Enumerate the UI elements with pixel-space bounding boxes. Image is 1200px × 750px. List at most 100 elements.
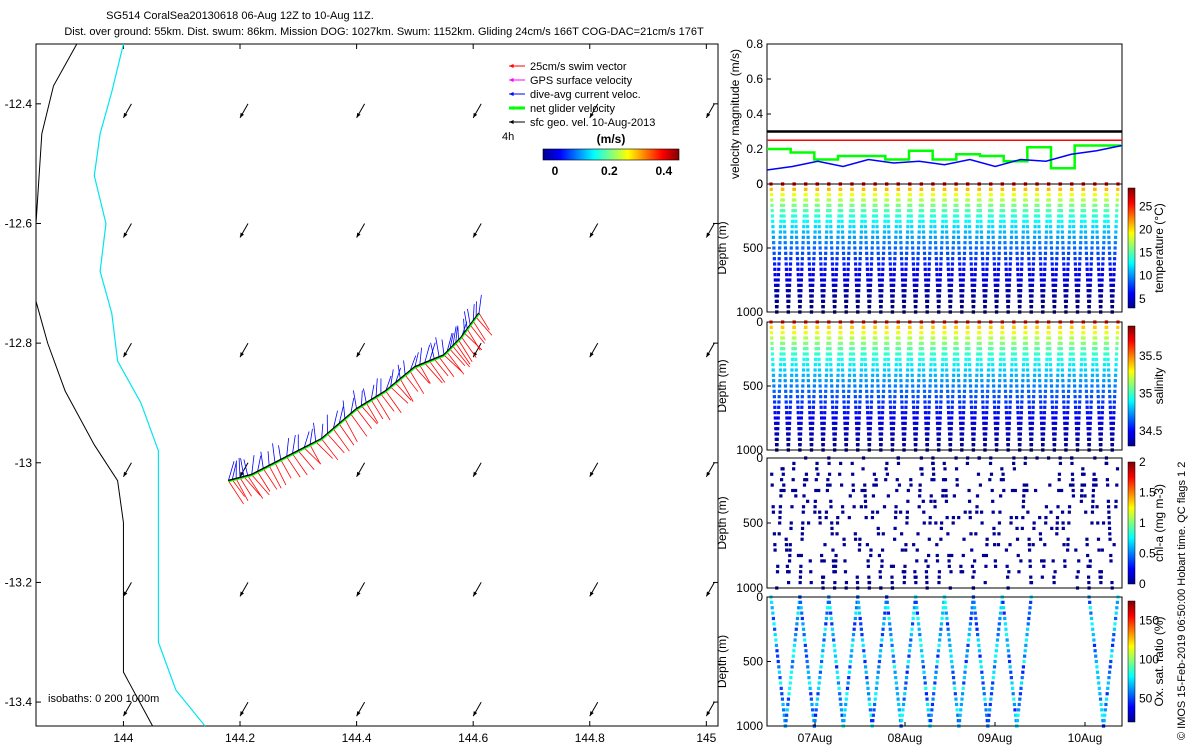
data-point	[1080, 214, 1084, 218]
data-point	[1017, 427, 1021, 431]
data-point	[880, 548, 885, 552]
data-point	[1105, 198, 1109, 202]
data-point	[993, 278, 997, 282]
data-point	[869, 553, 873, 558]
data-point	[951, 241, 956, 245]
data-point	[875, 363, 879, 367]
data-point	[932, 692, 936, 696]
data-point	[917, 627, 921, 631]
data-point	[1008, 543, 1012, 547]
data-point	[778, 368, 782, 372]
data-point	[843, 559, 847, 563]
data-point	[822, 638, 826, 642]
data-point	[847, 379, 851, 383]
data-point	[1101, 246, 1106, 250]
data-point	[928, 251, 932, 255]
data-point	[992, 246, 996, 250]
data-point	[899, 379, 903, 383]
data-point	[915, 611, 919, 615]
data-point	[813, 241, 817, 245]
data-point	[912, 543, 916, 547]
data-point	[1106, 352, 1110, 356]
data-point	[1110, 443, 1115, 447]
data-point	[802, 363, 806, 367]
data-point	[885, 198, 889, 202]
data-point	[880, 427, 884, 431]
section-colorbar-label: chl-a (mg m-3)	[1152, 484, 1166, 562]
data-point	[1019, 278, 1023, 282]
data-point	[1084, 241, 1088, 245]
data-point	[997, 257, 1001, 261]
data-point	[775, 432, 780, 436]
dac-vector	[240, 458, 245, 477]
data-point	[957, 389, 961, 393]
data-point	[886, 219, 890, 223]
data-point	[883, 606, 888, 610]
data-point	[869, 548, 873, 552]
data-point	[1043, 257, 1047, 261]
data-point	[1091, 494, 1095, 498]
data-point	[920, 347, 925, 351]
data-point	[887, 379, 891, 383]
data-point	[946, 389, 950, 393]
data-point	[1084, 251, 1089, 255]
data-point	[1049, 373, 1053, 377]
data-point	[1113, 235, 1118, 239]
data-point	[1008, 411, 1012, 415]
data-point	[999, 352, 1003, 356]
data-point	[779, 488, 783, 493]
data-point	[914, 437, 918, 441]
data-point	[859, 241, 863, 245]
data-point	[940, 225, 945, 229]
data-point	[777, 405, 781, 409]
data-point	[871, 230, 875, 234]
data-point	[885, 461, 889, 466]
data-point	[807, 257, 811, 261]
data-point	[790, 665, 794, 669]
data-point	[1093, 325, 1097, 329]
data-point	[958, 411, 962, 415]
data-point	[936, 289, 940, 293]
data-point	[1033, 214, 1038, 218]
data-point	[775, 443, 779, 447]
data-point	[843, 416, 847, 420]
swim-vector	[443, 354, 463, 373]
data-point	[1040, 427, 1044, 431]
data-point	[816, 203, 820, 207]
data-point	[952, 219, 956, 223]
data-point	[1096, 384, 1100, 388]
data-point	[1028, 606, 1032, 610]
data-point	[939, 257, 943, 261]
data-point	[794, 627, 798, 631]
data-point	[794, 494, 798, 498]
data-point	[930, 209, 934, 213]
data-point	[992, 670, 996, 674]
data-point	[1046, 341, 1050, 345]
data-point	[918, 341, 923, 345]
dac-vector	[457, 325, 460, 341]
data-point	[814, 488, 818, 493]
data-point	[853, 400, 858, 404]
data-point	[850, 187, 854, 191]
data-point	[863, 209, 867, 213]
data-point	[775, 305, 779, 309]
data-point	[979, 352, 983, 356]
data-point	[1115, 341, 1119, 345]
data-point	[1042, 411, 1047, 415]
data-point	[878, 570, 882, 574]
data-point	[793, 209, 797, 213]
data-point	[885, 331, 889, 335]
data-point	[964, 209, 969, 213]
data-point	[814, 352, 818, 356]
data-point	[1043, 400, 1047, 404]
data-point	[946, 400, 950, 404]
data-point	[867, 305, 872, 309]
data-point	[989, 187, 993, 191]
data-point	[955, 347, 959, 351]
data-point	[1100, 283, 1104, 287]
data-point	[796, 405, 800, 409]
data-point	[975, 368, 979, 372]
data-point	[1080, 219, 1084, 223]
data-point	[895, 341, 899, 345]
data-point	[787, 427, 791, 431]
